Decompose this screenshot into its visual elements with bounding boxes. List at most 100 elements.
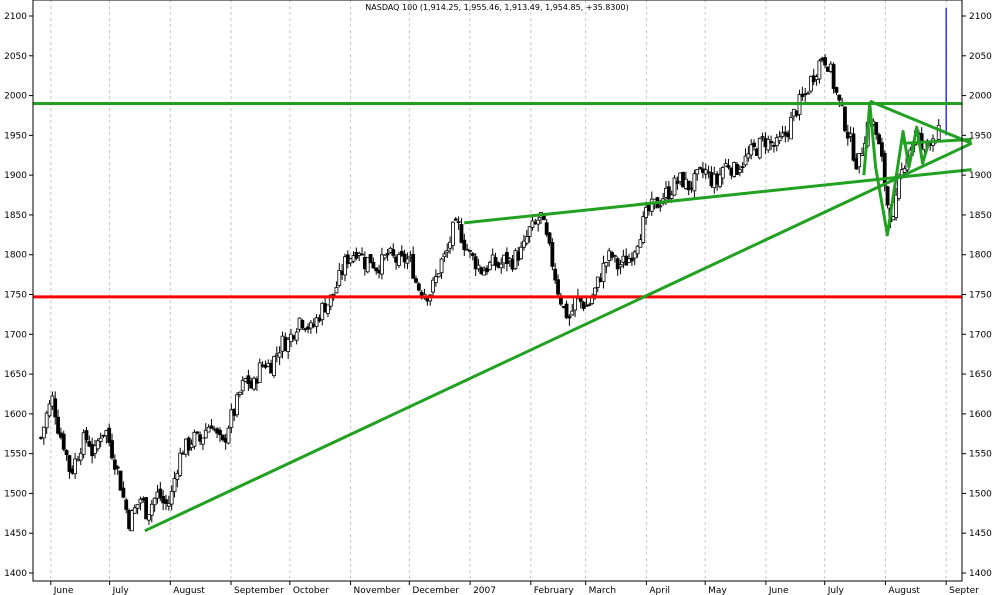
y-tick-label-left: 1400 [4, 569, 27, 579]
candle-body [473, 256, 478, 270]
candle-body [402, 253, 407, 263]
candle-body [857, 152, 862, 168]
y-tick-label-right: 1550 [969, 450, 992, 460]
y-tick-label-right: 1800 [969, 251, 992, 261]
candle-body [44, 412, 49, 429]
x-tick-label: August [173, 586, 205, 595]
candle-body [695, 169, 700, 175]
candle-body [760, 136, 765, 138]
candle-body [635, 245, 640, 255]
candle-body [300, 319, 305, 328]
candle-body [178, 452, 183, 477]
candle-body [124, 499, 129, 510]
candle-body [686, 180, 691, 191]
candles [39, 8, 947, 532]
x-tick-label: March [589, 586, 616, 595]
candle-body [499, 263, 504, 269]
y-tick-label-right: 1700 [969, 330, 992, 340]
candle-body [590, 297, 595, 304]
candle-body [553, 268, 558, 281]
candle-body [666, 186, 671, 200]
candle-body [416, 283, 421, 291]
candle-body [294, 331, 299, 341]
candle-body [56, 416, 60, 434]
candle-body [470, 253, 475, 256]
x-tick-label: July [827, 586, 845, 595]
candle-body [436, 273, 441, 278]
candle-body [587, 304, 592, 306]
candle-body [405, 258, 410, 264]
candle-body [885, 186, 890, 206]
candle-body [550, 242, 555, 267]
candle-body [209, 425, 214, 429]
chart-title: NASDAQ 100 (1,914.25, 1,955.46, 1,913.49… [365, 3, 628, 12]
y-tick-label-left: 1450 [4, 529, 27, 539]
x-axis: June July August September October November De… [50, 581, 979, 595]
candle-body [132, 507, 137, 514]
candle-body [411, 253, 416, 279]
candle-body [81, 432, 86, 455]
candle-body [240, 380, 245, 392]
candle-body [891, 216, 896, 221]
candle-body [493, 257, 498, 266]
candle-body [115, 466, 120, 469]
candle-body [158, 488, 163, 499]
candle-body [172, 478, 177, 493]
y-tick-label-left: 2100 [4, 12, 27, 22]
candle-body [817, 60, 822, 80]
y-tick-label-left: 1750 [4, 291, 27, 301]
candle-body [272, 356, 276, 377]
y-tick-label-right: 1600 [969, 410, 992, 420]
candle-body [53, 398, 58, 418]
candle-body [147, 514, 151, 521]
candle-body [192, 431, 197, 447]
candle-body [618, 264, 623, 268]
y-tick-label-right: 1400 [969, 569, 992, 579]
candle-body [894, 194, 899, 219]
candle-body [468, 250, 472, 252]
candle-body [442, 253, 447, 258]
candle-body [374, 267, 379, 272]
candle-body [95, 440, 100, 450]
candle-body [201, 437, 205, 445]
candle-body [536, 219, 541, 225]
y-tick-label-left: 1800 [4, 251, 27, 261]
trendline [144, 141, 973, 533]
candle-body [823, 57, 827, 66]
candle-body [737, 169, 742, 173]
candle-body [675, 180, 680, 184]
grid [50, 0, 947, 581]
candle-body [547, 232, 552, 244]
candle-body [87, 441, 92, 447]
candle-body [237, 391, 242, 395]
triangle-upper-line [869, 99, 973, 145]
candle-body [777, 136, 782, 142]
candle-body [808, 76, 813, 92]
candle-body [519, 246, 524, 260]
candle-body [286, 338, 291, 352]
candle-body [246, 375, 251, 384]
candle-body [752, 142, 756, 147]
x-tick-label: Septer [949, 586, 979, 595]
x-tick-label: May [708, 586, 727, 595]
candle-body [769, 140, 774, 144]
candle-body [874, 122, 879, 135]
trendline [464, 168, 972, 225]
x-tick-label: April [649, 586, 670, 595]
y-tick-label-right: 2050 [969, 52, 992, 62]
candle-body [453, 218, 458, 221]
candle-body [698, 167, 702, 169]
candle-body [397, 253, 401, 266]
candle-body [649, 198, 654, 212]
candle-body [573, 297, 577, 311]
candle-body [41, 426, 46, 439]
candle-body [476, 264, 481, 270]
candle-body [723, 163, 728, 167]
candle-body [365, 257, 370, 273]
candle-body [837, 94, 842, 101]
candle-body [726, 165, 731, 168]
candle-body [385, 253, 390, 256]
candle-body [206, 426, 211, 433]
candle-body [138, 498, 143, 504]
